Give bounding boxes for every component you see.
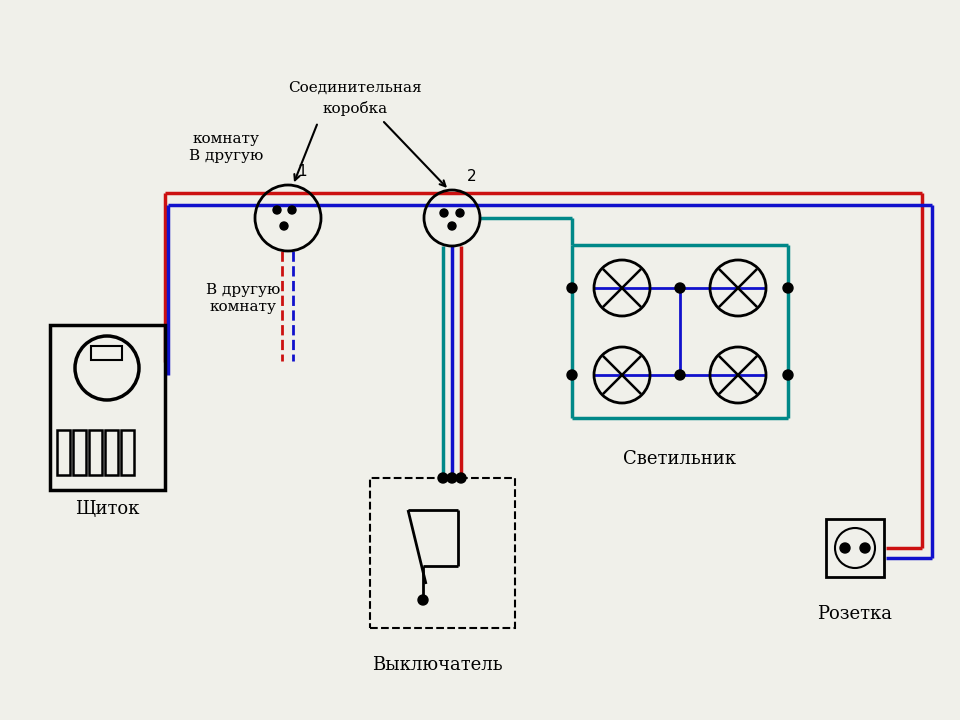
Circle shape: [440, 209, 448, 217]
Bar: [105, 430, 118, 475]
Bar: [826, 519, 884, 577]
Text: Щиток: Щиток: [75, 500, 139, 518]
Bar: [89, 430, 102, 475]
Circle shape: [418, 595, 428, 605]
Text: 2: 2: [468, 168, 477, 184]
Circle shape: [675, 370, 685, 380]
Text: Розетка: Розетка: [818, 605, 893, 623]
Text: коробка: коробка: [323, 101, 388, 115]
Text: В другую: В другую: [189, 149, 263, 163]
Bar: [73, 430, 86, 475]
Circle shape: [860, 543, 870, 553]
Circle shape: [567, 370, 577, 380]
Circle shape: [567, 283, 577, 293]
Text: комнату: комнату: [209, 300, 276, 314]
Circle shape: [783, 283, 793, 293]
Text: Выключатель: Выключатель: [372, 656, 502, 674]
Circle shape: [447, 473, 457, 483]
Text: 1: 1: [298, 163, 307, 179]
Circle shape: [288, 206, 296, 214]
Circle shape: [675, 283, 685, 293]
Circle shape: [438, 473, 448, 483]
Circle shape: [456, 209, 464, 217]
Bar: [57, 430, 70, 475]
Circle shape: [456, 473, 466, 483]
Text: Соединительная: Соединительная: [288, 81, 421, 95]
Circle shape: [273, 206, 281, 214]
Circle shape: [448, 222, 456, 230]
Bar: [370, 478, 515, 628]
Bar: [91, 346, 122, 360]
Bar: [50, 325, 165, 490]
Text: комнату: комнату: [193, 132, 259, 146]
Circle shape: [840, 543, 850, 553]
Circle shape: [280, 222, 288, 230]
Circle shape: [783, 370, 793, 380]
Text: В другую: В другую: [205, 283, 280, 297]
Text: Светильник: Светильник: [623, 450, 736, 468]
Bar: [121, 430, 134, 475]
